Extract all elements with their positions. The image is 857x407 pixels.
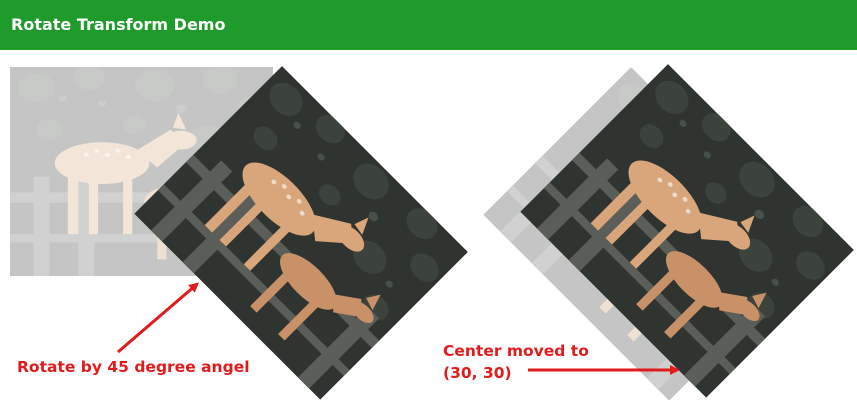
- header-bar: Rotate Transform Demo: [0, 0, 857, 50]
- rotate-annotation: Rotate by 45 degree angel: [17, 358, 250, 376]
- rotate-arrow: [117, 282, 200, 354]
- center-annotation-line1: Center moved to: [443, 342, 589, 360]
- center-annotation-line2: (30, 30): [443, 364, 512, 382]
- page-title: Rotate Transform Demo: [11, 15, 226, 34]
- center-annotation: Center moved to (30, 30): [443, 340, 589, 384]
